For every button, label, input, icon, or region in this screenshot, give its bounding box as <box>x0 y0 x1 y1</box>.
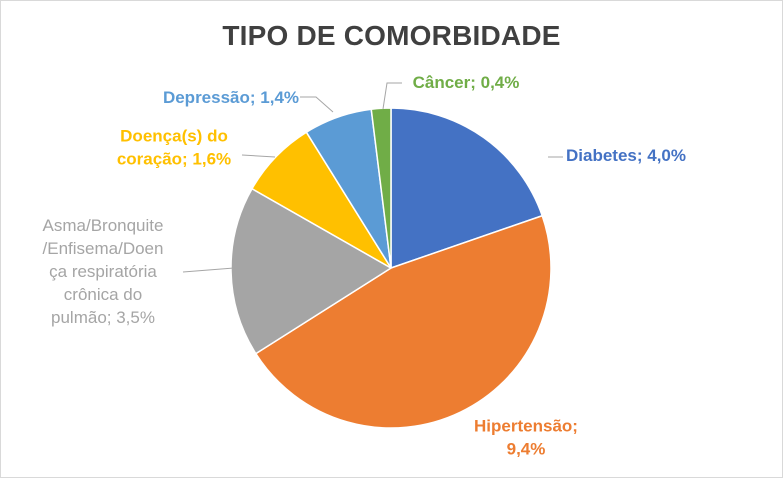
data-label-line: coração; 1,6% <box>117 150 231 169</box>
data-label-line: Diabetes; 4,0% <box>566 146 686 165</box>
chart-title: TIPO DE COMORBIDADE <box>222 20 561 51</box>
data-label-line: Asma/Bronquite <box>43 216 164 235</box>
data-label-line: Depressão; 1,4% <box>163 88 299 107</box>
leader-line-4 <box>300 96 334 113</box>
data-label-4: Depressão; 1,4% <box>163 88 299 107</box>
data-label-line: ça respiratória <box>49 262 157 281</box>
pie-slice-0 <box>390 107 544 270</box>
data-label-0: Diabetes; 4,0% <box>566 146 686 165</box>
pie-slice-1 <box>254 214 552 429</box>
data-label-line: /Enfisema/Doen <box>43 239 164 258</box>
data-label-line: 9,4% <box>507 440 546 459</box>
data-label-2: Asma/Bronquite/Enfisema/Doen ça respirató… <box>43 216 164 327</box>
data-label-line: Câncer; 0,4% <box>413 73 520 92</box>
data-label-5: Câncer; 0,4% <box>413 73 520 92</box>
leader-line-3 <box>241 154 276 158</box>
leader-line-2 <box>182 267 235 273</box>
data-label-line: Hipertensão; <box>474 417 578 436</box>
data-label-line: Doença(s) do <box>120 127 228 146</box>
data-label-line: crônica do <box>64 285 142 304</box>
data-label-1: Hipertensão; 9,4% <box>474 417 578 459</box>
leader-line-5 <box>382 82 402 110</box>
data-label-line: pulmão; 3,5% <box>51 308 155 327</box>
data-label-3: Doença(s) do coração; 1,6% <box>117 127 231 169</box>
pie-slice-5 <box>370 107 392 269</box>
pie-slice-2 <box>230 187 393 355</box>
